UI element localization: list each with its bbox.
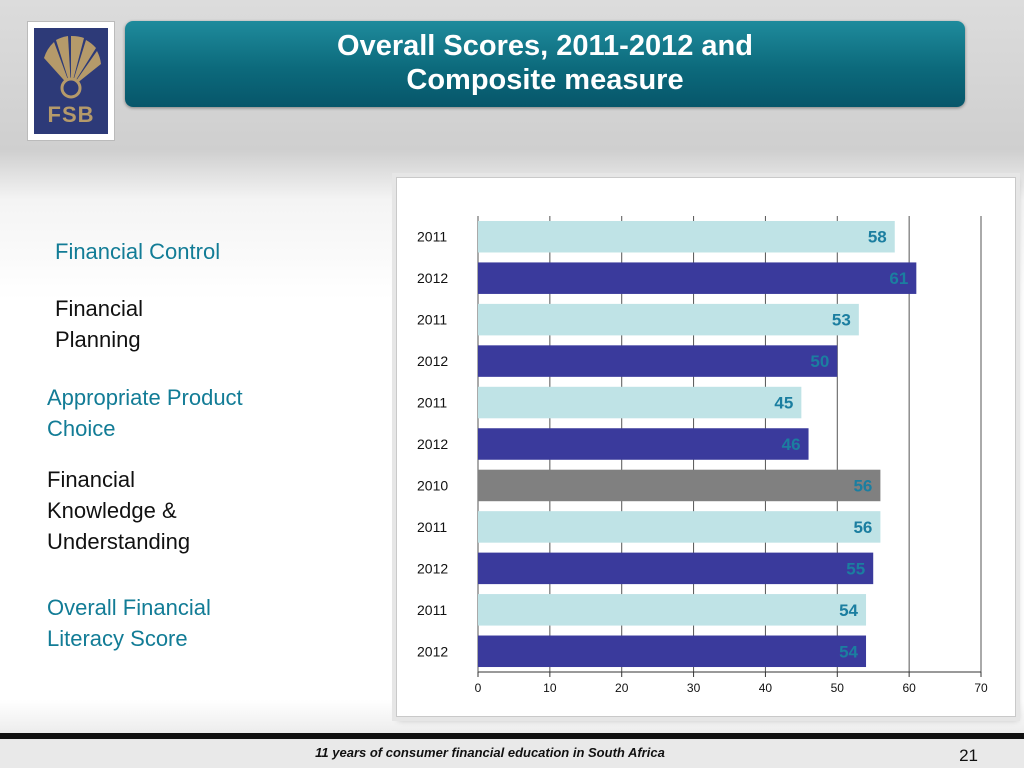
page-title: Overall Scores, 2011-2012 and Composite m…: [125, 29, 965, 97]
y-tick-label: 2010: [417, 477, 448, 493]
page-title-text: Overall Scores, 2011-2012 and Composite m…: [337, 30, 753, 96]
y-tick-label: 2012: [417, 560, 448, 576]
footer-caption: 11 years of consumer financial education…: [315, 745, 665, 760]
logo-text: FSB: [47, 102, 95, 127]
bar: [478, 469, 881, 502]
y-tick-label: 2011: [417, 602, 447, 618]
bar: [478, 345, 838, 377]
logo-emblem: FSB: [34, 28, 108, 134]
bar: [478, 511, 881, 543]
y-tick-label: 2012: [417, 270, 448, 286]
bar: [478, 635, 867, 668]
y-tick-label: 2011: [417, 312, 447, 328]
y-tick-label: 2011: [417, 395, 447, 411]
category-financial-knowledge: Financial Knowledge & Understanding: [47, 467, 191, 554]
footer-divider: [0, 733, 1024, 739]
bar: [478, 386, 802, 419]
data-label: 50: [810, 352, 829, 371]
bar: [478, 303, 859, 336]
category-financial-control: Financial Control: [55, 239, 221, 264]
y-tick-label: 2011: [417, 519, 447, 535]
y-tick-label: 2012: [417, 353, 448, 369]
data-label: 54: [839, 642, 858, 661]
x-tick-label: 20: [615, 681, 629, 695]
bar: [478, 594, 867, 626]
bar-chart: 0 10 20 30 40 50 60 70 2011 58 2012 61 2011 53 2012 50 2…: [417, 216, 988, 695]
title-banner: Overall Scores, 2011-2012 and Composite m…: [125, 21, 965, 107]
data-label: 53: [832, 311, 851, 330]
bar-chart-panel: 0 10 20 30 40 50 60 70 2011 58 2012 61 2011 53 2012 50 2…: [396, 177, 1016, 717]
x-tick-label: 70: [974, 681, 988, 695]
data-label: 55: [846, 559, 865, 578]
logo-shell-icon: [44, 35, 101, 99]
bar: [478, 262, 917, 294]
data-label: 46: [782, 435, 801, 454]
y-tick-label: 2012: [417, 643, 448, 659]
page-number: 21: [959, 746, 978, 765]
data-label: 45: [774, 394, 793, 413]
bar: [478, 552, 874, 585]
x-tick-label: 10: [543, 681, 557, 695]
category-financial-planning: Financial Planning: [55, 296, 144, 352]
data-label: 56: [853, 476, 872, 495]
data-label: 58: [868, 228, 887, 247]
fsb-logo: FSB: [27, 21, 115, 141]
bar: [478, 428, 809, 460]
x-tick-label: 0: [475, 681, 482, 695]
x-tick-label: 60: [902, 681, 916, 695]
data-label: 54: [839, 601, 858, 620]
y-tick-label: 2011: [417, 229, 447, 245]
category-appropriate-product-choice: Appropriate Product Choice: [47, 385, 243, 441]
x-tick-label: 30: [687, 681, 701, 695]
bar: [478, 220, 895, 253]
y-tick-label: 2012: [417, 436, 448, 452]
x-tick-label: 40: [759, 681, 773, 695]
data-label: 61: [889, 269, 908, 288]
category-overall-financial-literacy: Overall Financial Literacy Score: [47, 595, 211, 651]
data-label: 56: [853, 518, 872, 537]
x-tick-label: 50: [831, 681, 845, 695]
